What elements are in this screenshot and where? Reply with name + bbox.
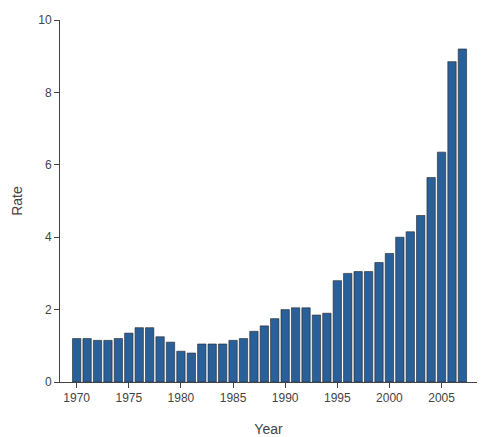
svg-text:Rate: Rate (9, 186, 25, 216)
svg-text:1995: 1995 (324, 391, 351, 405)
svg-text:6: 6 (45, 158, 52, 172)
svg-text:8: 8 (45, 86, 52, 100)
svg-text:1975: 1975 (115, 391, 142, 405)
svg-text:2: 2 (45, 303, 52, 317)
svg-text:1990: 1990 (272, 391, 299, 405)
svg-text:1985: 1985 (220, 391, 247, 405)
svg-text:2000: 2000 (376, 391, 403, 405)
svg-text:1970: 1970 (63, 391, 90, 405)
svg-text:2005: 2005 (428, 391, 455, 405)
svg-text:4: 4 (45, 230, 52, 244)
svg-text:10: 10 (38, 13, 52, 27)
svg-text:Year: Year (254, 421, 283, 437)
svg-text:1980: 1980 (168, 391, 195, 405)
svg-text:0: 0 (45, 375, 52, 389)
